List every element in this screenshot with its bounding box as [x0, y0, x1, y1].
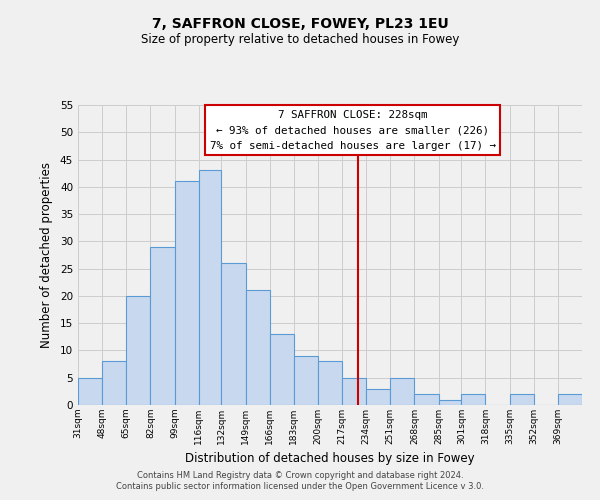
Bar	[439, 400, 461, 405]
Text: Contains HM Land Registry data © Crown copyright and database right 2024.: Contains HM Land Registry data © Crown c…	[137, 471, 463, 480]
X-axis label: Distribution of detached houses by size in Fowey: Distribution of detached houses by size …	[185, 452, 475, 466]
Bar	[175, 182, 199, 405]
Bar	[318, 362, 342, 405]
Bar	[245, 290, 269, 405]
Text: 7, SAFFRON CLOSE, FOWEY, PL23 1EU: 7, SAFFRON CLOSE, FOWEY, PL23 1EU	[152, 18, 448, 32]
Bar	[558, 394, 582, 405]
Bar	[221, 263, 245, 405]
Bar	[509, 394, 534, 405]
Bar	[199, 170, 221, 405]
Bar	[366, 388, 391, 405]
Text: 7 SAFFRON CLOSE: 228sqm
← 93% of detached houses are smaller (226)
7% of semi-de: 7 SAFFRON CLOSE: 228sqm ← 93% of detache…	[209, 110, 496, 150]
Bar	[461, 394, 485, 405]
Bar	[151, 247, 175, 405]
Bar	[342, 378, 366, 405]
Text: Size of property relative to detached houses in Fowey: Size of property relative to detached ho…	[141, 32, 459, 46]
Bar	[415, 394, 439, 405]
Bar	[78, 378, 102, 405]
Y-axis label: Number of detached properties: Number of detached properties	[40, 162, 53, 348]
Bar	[294, 356, 318, 405]
Text: Contains public sector information licensed under the Open Government Licence v : Contains public sector information licen…	[116, 482, 484, 491]
Bar	[102, 362, 126, 405]
Bar	[126, 296, 151, 405]
Bar	[391, 378, 415, 405]
Bar	[269, 334, 294, 405]
